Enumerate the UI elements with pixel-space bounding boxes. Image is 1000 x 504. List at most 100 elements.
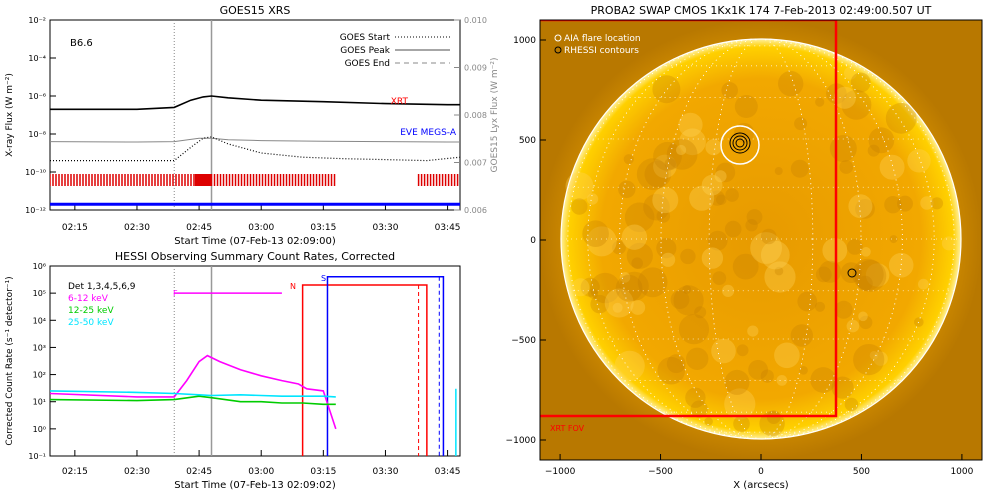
goes-ytick-label: 10⁻⁸: [28, 130, 46, 139]
goes-legend: GOES Start GOES Peak GOES End: [340, 33, 450, 69]
sun-texture-blob: [815, 266, 832, 283]
sun-texture-blob: [653, 154, 677, 179]
goes-ylabel-right: GOES15 Lyx Flux (W m⁻²): [490, 58, 500, 173]
sun-texture-blob: [844, 397, 859, 412]
sun-texture-blob: [853, 344, 885, 376]
sun-limb: [560, 38, 962, 440]
sun-texture-blob: [618, 180, 636, 198]
sun-texture-blob: [810, 367, 837, 393]
goes-xtick-label: 03:15: [310, 223, 336, 233]
sun-texture-blob: [797, 291, 818, 312]
sun-texture-blob: [678, 314, 710, 345]
hessi-flag-s-line: [326, 276, 445, 456]
swap-ytick-label: −1000: [506, 436, 537, 446]
rhessi-contour-2: [732, 135, 748, 151]
aia-flare-marker: [720, 125, 760, 165]
rhessi-contour-1: [735, 138, 745, 148]
sun-texture-blob: [571, 278, 590, 297]
swap-legend-rhessi-icon: [554, 46, 562, 54]
goes-legend-end: GOES End: [345, 59, 390, 69]
swap-ytick-label: 500: [519, 136, 536, 146]
swap-ytick-label: −500: [511, 336, 536, 346]
sun-texture-blob: [839, 160, 854, 174]
sun-texture-blob: [670, 290, 690, 310]
hessi-ytick-label: 10⁰: [33, 425, 46, 434]
sun-texture-blob: [724, 369, 750, 395]
sun-texture-blob: [818, 260, 842, 283]
hessi-xtick-label: 02:45: [186, 467, 212, 477]
goes-y2tick-label: 0.006: [464, 206, 487, 215]
sun-texture-blob: [701, 174, 723, 196]
swap-x-ticks: −1000 −500 0 500 1000: [545, 454, 974, 477]
sun-texture-blob: [734, 95, 758, 118]
sun-texture-blob: [790, 159, 809, 178]
sun-texture: [565, 66, 956, 437]
hessi-xtick-label: 03:00: [248, 467, 274, 477]
sun-texture-blob: [759, 411, 785, 437]
sun-texture-blob: [656, 209, 671, 223]
sun-texture-blob: [930, 197, 944, 210]
goes-flare-class: B6.6: [70, 38, 93, 49]
swap-image: [540, 20, 982, 460]
goes-ytick-label: 10⁻⁶: [28, 92, 46, 101]
sun-texture-blob: [850, 72, 871, 93]
sun-texture-blob: [657, 356, 685, 385]
goes-ytick-label: 10⁻¹⁰: [25, 168, 46, 177]
sun-texture-blob: [694, 306, 707, 319]
sun-texture-blob: [664, 158, 676, 170]
sun-texture-blob: [666, 354, 686, 374]
sun-texture-blob: [586, 226, 617, 257]
sun-texture-blob: [661, 252, 676, 267]
rhessi-contour-3: [729, 132, 751, 154]
sun-texture-blob: [848, 194, 873, 219]
goes-xtick-label: 02:45: [186, 223, 212, 233]
sun-texture-blob: [857, 275, 873, 291]
goes-y2tick-label: 0.008: [464, 111, 487, 120]
sun-texture-blob: [889, 235, 898, 244]
sun-texture-blob: [644, 160, 672, 188]
sun-texture-blob: [721, 82, 738, 99]
sun-texture-blob: [682, 285, 692, 294]
goes-legend-start: GOES Start: [340, 33, 391, 43]
sun-texture-blob: [859, 315, 873, 330]
sun-texture-blob: [914, 317, 924, 327]
goes-xtick-label: 02:30: [124, 223, 150, 233]
aia-flare-circle: [720, 125, 760, 165]
sun-texture-blob: [790, 324, 813, 347]
sun-texture-blob: [636, 158, 669, 191]
goes-y2tick-label: 0.010: [464, 16, 487, 25]
sun-texture-blob: [590, 294, 609, 314]
sun-texture-blob: [643, 193, 670, 221]
sun-texture-blob: [865, 263, 890, 287]
xrt-fov-box: [540, 20, 838, 418]
sun-texture-blob: [736, 344, 749, 357]
hessi-xtick-label: 03:30: [372, 467, 398, 477]
sun-texture-blob: [590, 272, 621, 304]
sun-texture-blob: [714, 170, 727, 183]
sun-texture-blob: [656, 238, 677, 259]
hessi-legend-high: 25-50 keV: [68, 318, 114, 328]
sun-texture-blob: [621, 224, 648, 250]
sun-texture-blob: [746, 209, 763, 225]
swap-legend-aia-icon: [554, 34, 562, 42]
rhessi-contour-secondary: [847, 268, 857, 278]
sun-texture-blob: [907, 149, 931, 173]
goes-ytick-label: 10⁻¹²: [25, 206, 46, 215]
hessi-flag-f: F: [173, 289, 178, 298]
goes-panel: GOES15 XRS 10⁻² 10⁻⁴ 10⁻⁶ 10⁻⁸ 10⁻¹⁰ 10⁻¹² 0.…: [5, 4, 500, 247]
sun-texture-blob: [869, 351, 879, 360]
goes-title: GOES15 XRS: [220, 4, 291, 17]
sun-texture-blob: [750, 232, 782, 264]
sun-texture-blob: [897, 195, 913, 212]
sun-texture-blob: [861, 247, 871, 257]
hessi-ytick-label: 10⁻¹: [28, 452, 46, 461]
sun-texture-blob: [748, 359, 768, 380]
sun-texture-blob: [844, 66, 857, 80]
swap-xtick-label: −500: [648, 467, 673, 477]
sun-texture-blob: [885, 102, 917, 134]
goes-plot-area: [50, 20, 460, 210]
swap-xtick-label: 0: [758, 467, 764, 477]
hessi-ylabel: Corrected Count Rate (s⁻¹ detector⁻¹): [5, 276, 15, 445]
sun-texture-blob: [571, 198, 588, 215]
